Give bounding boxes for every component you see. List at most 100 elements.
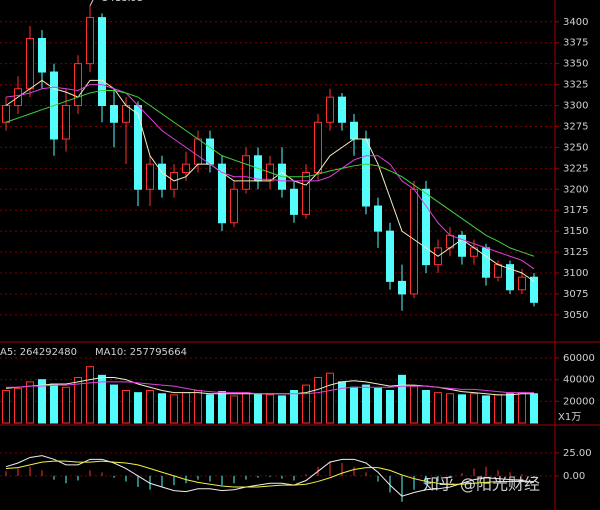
y-tick-label: 3125 [563,247,588,258]
candle-body [194,138,202,165]
volume-bar [38,379,46,424]
volume-bar [494,394,502,424]
candle-body [398,280,406,295]
y-tick-label: 3075 [563,289,588,300]
volume-bar [266,394,274,424]
candle-body [98,17,106,107]
candle-body [242,155,250,190]
volume-bar [170,394,178,424]
candle-body [206,138,214,165]
volume-legend: A5: 264292480 [0,347,77,358]
candle-body [518,276,526,291]
volume-bar [314,377,322,424]
volume-bar [146,390,154,424]
annotation: 3418.95 [102,0,143,4]
volume-bar [386,390,394,424]
candle-body [302,172,310,215]
volume-bar [482,395,490,424]
volume-bar [218,391,226,424]
volume-bar [254,393,262,424]
volume-bar [122,390,130,424]
volume-bar [134,392,142,424]
volume-bar [422,390,430,424]
volume-bar [446,393,454,424]
y-tick-label: 3150 [563,226,588,237]
volume-bar [98,374,106,424]
candle-body [530,276,538,303]
volume-bar [398,374,406,424]
volume-bar [74,377,82,424]
volume-bar [530,393,538,424]
volume-unit: X1万 [558,412,581,423]
candle-body [422,188,430,266]
y-tick-label: 25.00 [563,448,592,459]
y-tick-label: 3325 [563,80,588,91]
candle-body [2,105,10,123]
volume-bar [110,384,118,424]
candle-body [374,205,382,232]
candle-body [326,96,334,123]
y-tick-label: 3375 [563,38,588,49]
y-tick-label: 3275 [563,121,588,132]
watermark: 知乎 @阳光财经 [423,475,540,494]
line [5,79,535,282]
volume-bar [374,387,382,424]
volume-bar [194,390,202,424]
volume-bar [458,394,466,424]
volume-legend: MA10: 257795664 [95,347,187,358]
y-tick-label: 3200 [563,184,588,195]
candle-body [74,63,82,107]
candle-body [362,138,370,207]
line [5,89,535,257]
volume-bar [242,392,250,424]
candle-body [506,264,514,291]
candle-body [38,38,46,73]
volume-bar [50,383,58,424]
candle-body [182,163,190,174]
line [5,455,535,497]
y-tick-label: 20000 [563,396,595,407]
annotation-pointer [89,0,94,7]
volume-bar [230,395,238,424]
candle-body [86,17,94,65]
volume-bar [2,390,10,424]
candle-body [134,105,142,190]
candle-body [350,121,358,140]
candle-body [458,234,466,257]
line [5,84,535,270]
volume-bar [506,393,514,424]
y-tick-label: 3225 [563,163,588,174]
y-tick-label: 3175 [563,205,588,216]
y-tick-label: 3050 [563,310,588,321]
volume-bar [326,372,334,424]
y-tick-label: 0.00 [563,471,585,482]
volume-bar [302,384,310,424]
candle-body [314,121,322,174]
volume-bar [206,394,214,424]
candle-body [494,264,502,278]
y-tick-label: 3100 [563,268,588,279]
volume-bar [350,386,358,424]
volume-bar [290,390,298,424]
y-tick-label: 3250 [563,142,588,153]
volume-bar [182,392,190,424]
candle-body [218,163,226,224]
candle-body [146,163,154,190]
volume-bar [278,395,286,424]
y-tick-label: 60000 [563,353,595,364]
candle-body [338,96,346,123]
volume-bar [158,393,166,424]
candle-body [62,105,70,140]
volume-bar [26,381,34,424]
volume-bar [14,387,22,424]
y-tick-label: 3400 [563,17,588,28]
volume-bar [470,393,478,424]
volume-bar [518,392,526,424]
volume-bar [362,384,370,424]
candle-body [290,188,298,215]
line [6,381,534,395]
y-tick-label: 40000 [563,375,595,386]
volume-bar [434,392,442,424]
